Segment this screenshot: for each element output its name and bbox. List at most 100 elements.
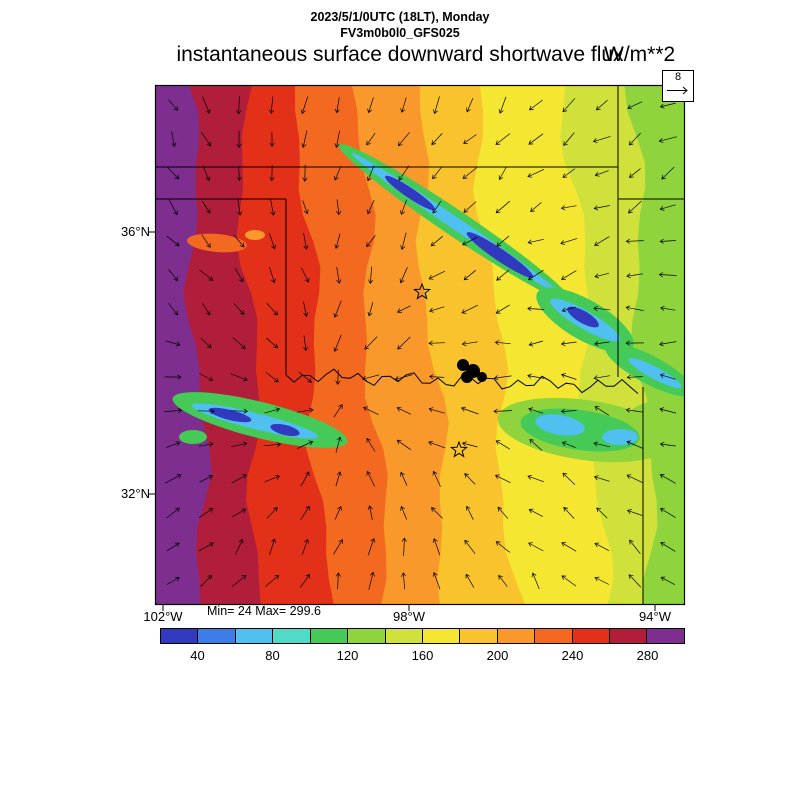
wind-arrow	[200, 574, 212, 587]
wind-arrow	[531, 572, 540, 590]
wind-arrow	[168, 302, 179, 316]
wind-arrow	[336, 266, 342, 284]
wind-arrow	[264, 474, 281, 483]
wind-arrow	[363, 406, 379, 415]
wind-arrow	[432, 166, 442, 180]
wind-arrow	[496, 235, 510, 247]
wind-arrow	[463, 269, 477, 281]
wind-arrow	[335, 471, 342, 487]
wind-arrow	[527, 474, 545, 483]
wind-arrow	[560, 341, 577, 347]
lake-shape	[477, 372, 487, 382]
wind-arrow	[234, 267, 244, 283]
wind-arrow	[368, 266, 374, 284]
wind-arrow	[164, 374, 182, 380]
wind-arrow	[593, 205, 610, 211]
wind-arrow	[166, 441, 181, 448]
ref-vector-arrow-icon	[667, 86, 688, 95]
wind-arrow	[430, 235, 444, 247]
wind-arrow	[659, 474, 676, 484]
wind-arrow	[495, 200, 511, 214]
wind-arrow	[301, 267, 310, 283]
header-model: FV3m0b0l0_GFS025	[340, 26, 460, 40]
wind-arrow	[528, 542, 544, 552]
wind-arrow	[498, 96, 507, 114]
wind-arrow	[528, 99, 543, 111]
wind-arrow	[401, 572, 407, 590]
wind-arrow	[266, 507, 278, 519]
wind-arrow	[235, 538, 244, 555]
wind-arrow	[367, 537, 376, 556]
cloud-patch	[535, 414, 585, 436]
wind-arrow	[433, 96, 440, 115]
colorbar-segment	[348, 629, 386, 643]
cloud-patch	[628, 357, 682, 389]
wind-arrow	[396, 439, 412, 451]
wind-arrow	[237, 198, 243, 216]
wind-arrow	[431, 133, 443, 146]
lon-axis-label: 102°W	[143, 609, 183, 624]
wind-arrow	[659, 204, 676, 211]
colorbar-segment	[161, 629, 199, 643]
wind-arrow	[270, 198, 276, 216]
wind-arrow	[660, 305, 676, 311]
wind-arrow	[302, 164, 308, 182]
wind-arrow	[398, 165, 410, 181]
wind-arrow	[266, 302, 278, 316]
colorbar-tick-label: 160	[411, 648, 434, 663]
colorbar-tick-label: 240	[561, 648, 584, 663]
cloud-patch	[208, 407, 252, 423]
wind-arrow	[428, 440, 446, 449]
plot-title: instantaneous surface downward shortwave…	[176, 43, 624, 66]
wind-arrow	[594, 272, 610, 279]
wind-arrow	[366, 470, 376, 487]
wind-arrow	[625, 407, 644, 413]
wind-arrow	[202, 165, 211, 182]
wind-arrow	[199, 373, 214, 382]
wind-arrow	[527, 238, 544, 245]
minmax-label: Min= 24 Max= 299.6	[207, 604, 321, 618]
map-plot	[149, 84, 686, 611]
wind-arrow	[333, 404, 343, 418]
wind-arrow	[527, 373, 545, 379]
wind-arrow	[396, 406, 411, 415]
wind-arrow	[232, 337, 246, 350]
wind-arrow	[201, 200, 211, 214]
wind-arrow	[461, 374, 478, 380]
wind-arrow	[333, 334, 342, 352]
colorbar-segment	[273, 629, 311, 643]
wind-arrow	[233, 303, 245, 315]
wind-arrow	[493, 375, 512, 381]
wind-arrow	[463, 134, 477, 144]
wind-arrow	[629, 539, 641, 555]
wind-arrow	[334, 233, 341, 250]
wind-arrow	[303, 301, 309, 317]
wind-arrow	[659, 341, 677, 347]
wind-arrow	[362, 374, 380, 381]
wind-arrow	[397, 336, 411, 350]
wind-arrow	[303, 335, 309, 352]
wind-arrow	[367, 302, 374, 317]
cloud-patch	[384, 175, 436, 211]
wind-arrow	[366, 200, 375, 215]
wind-arrow	[394, 374, 413, 381]
colorbar-segment	[535, 629, 573, 643]
wind-arrow	[336, 199, 342, 216]
wind-arrow	[166, 235, 180, 247]
wind-arrow	[561, 270, 577, 280]
wind-arrow	[461, 441, 478, 448]
wind-arrow	[201, 302, 211, 316]
wind-arrow	[461, 341, 478, 347]
colorbar-segment	[497, 629, 536, 643]
colorbar-segment	[385, 629, 423, 643]
wind-arrow	[561, 306, 576, 313]
colorbar-segment	[610, 629, 648, 643]
wind-arrow	[200, 337, 212, 349]
wind-arrow	[625, 238, 644, 244]
wind-arrow	[368, 571, 375, 590]
wind-arrow	[202, 96, 211, 114]
wind-arrow	[300, 471, 310, 487]
wind-arrow	[659, 238, 676, 244]
wind-arrow	[399, 267, 408, 284]
